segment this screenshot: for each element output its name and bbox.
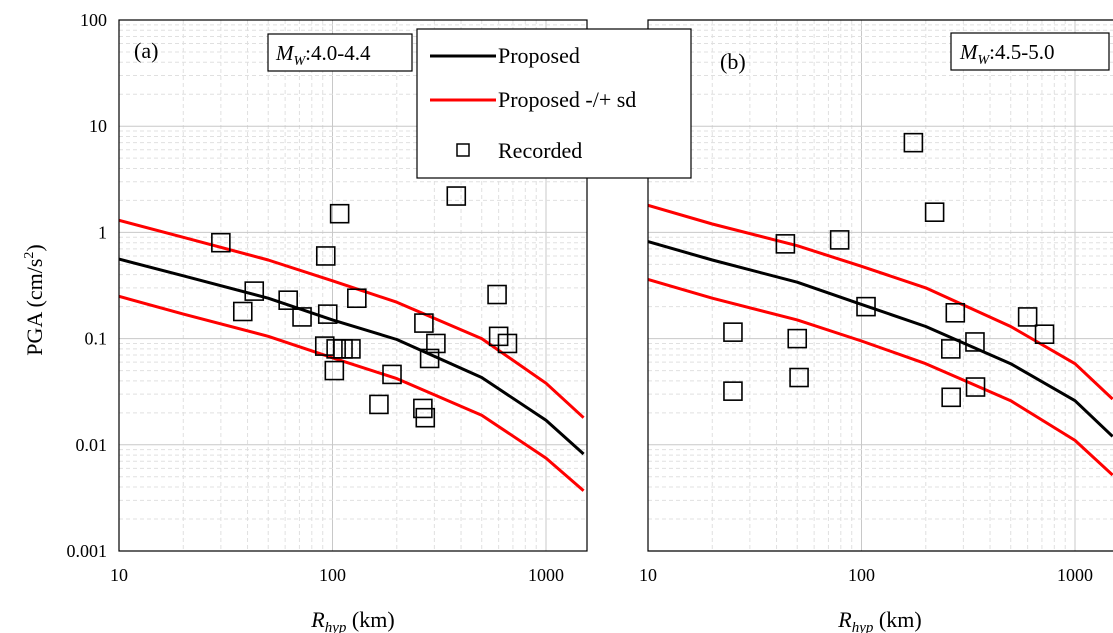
plot-frame-b <box>647 19 1113 552</box>
panel-label-b: (b) <box>720 49 746 74</box>
grid-a <box>119 20 587 552</box>
x-tick-label: 10 <box>110 565 128 585</box>
y-tick-label: 10 <box>89 116 107 136</box>
recorded-point <box>941 339 961 359</box>
y-tick-labels-a: 0.001 0.01 0.1 1 10 100 <box>67 10 108 561</box>
recorded-point <box>414 313 434 333</box>
panel-a: 0.001 0.01 0.1 1 10 100 10 100 1000 (a) MW:4.0-… <box>22 10 588 633</box>
series-line-1 <box>648 203 1113 401</box>
magnitude-range-a: :4.0-4.4 <box>305 41 371 65</box>
recorded-point <box>426 333 446 354</box>
x-tick-label: 100 <box>848 565 875 585</box>
y-tick-label: 0.01 <box>76 435 108 455</box>
x-tick-label: 1000 <box>1057 565 1093 585</box>
legend-box <box>416 28 692 179</box>
recorded-point <box>419 348 440 369</box>
series-line-0 <box>119 257 585 456</box>
grid-b <box>648 20 1113 552</box>
recorded-point <box>369 394 389 415</box>
svg-text:MW:4.0-4.4: MW:4.0-4.4 <box>275 41 371 69</box>
x-tick-label: 10 <box>639 565 657 585</box>
x-tick-labels-b: 10 100 1000 <box>639 565 1093 585</box>
recorded-point <box>829 230 850 250</box>
y-axis-label: PGA (cm/s2) <box>22 244 47 356</box>
recorded-point <box>244 281 265 301</box>
magnitude-range-b: :4.5-5.0 <box>989 40 1054 64</box>
panel-b: 10 100 1000 (b) MW:4.5-5.0 Rhyp (km) <box>639 19 1113 633</box>
svg-text:MW:4.5-5.0: MW:4.5-5.0 <box>959 40 1055 68</box>
recorded-point <box>723 322 743 342</box>
series-line-2 <box>119 294 585 492</box>
recorded-point <box>497 333 518 354</box>
recorded-point <box>292 307 312 327</box>
magnitude-symbol-a: M <box>275 41 295 65</box>
recorded-point <box>382 364 402 385</box>
recorded-point <box>965 377 986 397</box>
series-line-1 <box>119 218 585 419</box>
recorded-point <box>965 332 985 352</box>
x-tick-labels-a: 10 100 1000 <box>110 565 564 585</box>
recorded-point <box>723 381 743 401</box>
x-tick-label: 1000 <box>528 565 564 585</box>
series-line-0 <box>648 240 1113 438</box>
recorded-point <box>324 360 345 381</box>
magnitude-symbol-b: M <box>959 40 979 64</box>
recorded-point <box>341 339 361 359</box>
recorded-point <box>941 387 961 408</box>
x-axis-label-b: Rhyp (km) <box>837 607 921 633</box>
x-axis-label-a: Rhyp (km) <box>310 607 394 633</box>
legend-marker-recorded <box>456 143 470 157</box>
y-tick-label: 100 <box>80 10 107 30</box>
markers-a <box>211 186 518 428</box>
recorded-point <box>232 301 253 322</box>
legend: Proposed Proposed -/+ sd Recorded <box>416 28 692 179</box>
recorded-point <box>945 302 966 323</box>
recorded-point <box>1017 307 1038 327</box>
recorded-point <box>317 304 338 324</box>
recorded-point <box>1034 324 1055 345</box>
recorded-point <box>789 367 809 388</box>
legend-label-proposed: Proposed <box>498 43 580 68</box>
y-tick-label: 1 <box>98 222 107 242</box>
x-tick-label: 100 <box>319 565 346 585</box>
recorded-point <box>278 290 298 310</box>
recorded-point <box>775 234 796 254</box>
curves-b <box>648 203 1113 477</box>
y-tick-label: 0.001 <box>67 541 108 561</box>
legend-label-sd: Proposed -/+ sd <box>498 87 636 112</box>
y-tick-label: 0.1 <box>85 329 108 349</box>
recorded-point <box>315 246 336 266</box>
recorded-point <box>211 232 231 253</box>
recorded-point <box>903 132 924 153</box>
recorded-point <box>347 288 367 309</box>
magnitude-box-a: MW:4.0-4.4 <box>267 33 413 72</box>
magnitude-sub-b: W <box>978 53 991 68</box>
recorded-point <box>487 284 507 305</box>
recorded-point <box>787 328 808 349</box>
plot-frame-a <box>118 19 588 552</box>
recorded-point <box>856 296 876 317</box>
magnitude-sub-a: W <box>294 54 307 69</box>
recorded-point <box>924 202 945 222</box>
recorded-point <box>329 203 350 224</box>
series-line-2 <box>648 278 1113 477</box>
legend-label-recorded: Recorded <box>498 138 582 163</box>
recorded-point <box>446 186 467 206</box>
recorded-point <box>415 407 436 428</box>
magnitude-box-b: MW:4.5-5.0 <box>950 32 1110 71</box>
panel-label-a: (a) <box>134 38 158 63</box>
markers-b <box>723 132 1055 408</box>
curves-a <box>119 218 585 492</box>
